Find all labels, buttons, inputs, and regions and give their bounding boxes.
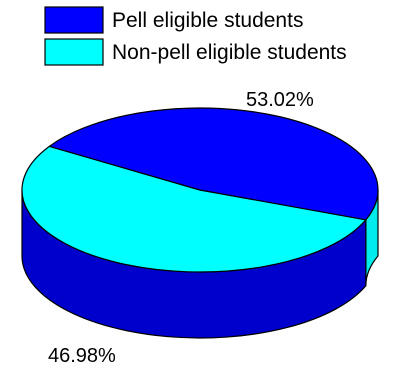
legend: Pell eligible students Non-pell eligible… (44, 6, 347, 66)
legend-item-non-pell: Non-pell eligible students (44, 38, 347, 66)
legend-label-non-pell: Non-pell eligible students (112, 41, 347, 64)
legend-label-pell: Pell eligible students (112, 9, 303, 32)
data-label-non-pell: 53.02% (246, 89, 314, 111)
pie-3d (21, 107, 379, 339)
legend-item-pell: Pell eligible students (44, 6, 303, 34)
legend-swatch-non-pell (44, 38, 104, 66)
legend-swatch-pell (44, 6, 104, 34)
data-label-pell: 46.98% (48, 345, 116, 367)
pie-slice-non-pell (21, 145, 367, 273)
pie-slice-pell (48, 107, 379, 221)
